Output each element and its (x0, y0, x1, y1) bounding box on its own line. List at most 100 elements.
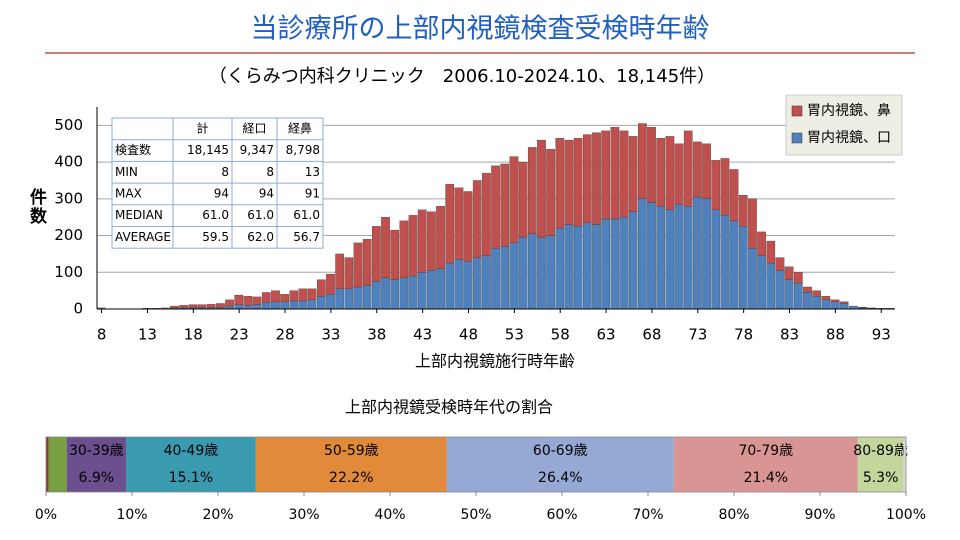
bar (427, 211, 436, 271)
x-tick-label: 30% (288, 507, 319, 523)
bar (702, 143, 711, 199)
bar (573, 226, 583, 310)
x-tick-label: 70% (632, 507, 663, 523)
bar (436, 268, 445, 310)
bar (738, 194, 748, 227)
segment (857, 437, 904, 492)
x-tick-label: 8 (97, 326, 107, 344)
bar (482, 255, 491, 310)
bar (518, 161, 528, 238)
y-tick-label: 400 (54, 153, 83, 171)
bar (454, 259, 464, 310)
bar (381, 277, 390, 310)
bar (243, 295, 253, 306)
segment-value: 5.3% (863, 470, 899, 486)
bar (463, 191, 473, 262)
bar (647, 127, 656, 203)
x-tick-label: 68 (642, 326, 661, 344)
bar (261, 302, 271, 310)
bar (638, 123, 647, 199)
bar (445, 183, 455, 264)
bar (757, 231, 766, 256)
bar (546, 235, 555, 310)
x-tick-label: 50% (460, 507, 491, 523)
bar (390, 279, 400, 310)
bar (280, 301, 289, 310)
bar (399, 220, 409, 278)
bar (408, 275, 418, 310)
bar (353, 242, 363, 288)
bar (234, 294, 244, 305)
bar (729, 169, 739, 222)
bar (454, 187, 464, 260)
bar (748, 198, 757, 249)
bar (546, 149, 555, 236)
bar (812, 290, 821, 297)
table-cell: 91 (305, 186, 320, 200)
segment-value: 21.4% (744, 470, 788, 486)
table-cell: 13 (305, 165, 320, 179)
table-cell: 61.0 (293, 208, 320, 222)
bar (243, 305, 253, 310)
bar (500, 163, 510, 247)
y-tick-label: 200 (54, 226, 83, 244)
bar (372, 226, 381, 282)
bar (592, 132, 601, 225)
table-cell: 59.5 (202, 230, 229, 244)
bar (674, 143, 684, 205)
x-tick-label: 93 (872, 326, 891, 344)
bar (417, 209, 427, 273)
bar (793, 272, 803, 284)
bar (729, 220, 739, 310)
bar (500, 246, 510, 310)
bar (564, 224, 574, 310)
segment (66, 437, 126, 492)
bar (628, 136, 638, 212)
bar (821, 299, 831, 310)
bar (601, 218, 611, 310)
bar (683, 206, 693, 310)
x-tick-label: 10% (116, 507, 147, 523)
x-tick-label: 90% (804, 507, 835, 523)
bar (206, 304, 216, 308)
bar (298, 300, 308, 310)
segment-label: 70-79歳 (738, 443, 793, 459)
x-tick-label: 73 (688, 326, 707, 344)
x-tick-label: 78 (734, 326, 753, 344)
table-cell: 61.0 (202, 208, 229, 222)
legend-label: 胃内視鏡、鼻 (807, 102, 891, 119)
bar (601, 130, 611, 220)
bar (362, 239, 372, 286)
bar (326, 294, 335, 310)
bar (573, 138, 583, 227)
x-tick-label: 48 (459, 326, 478, 344)
table-header: 経鼻 (288, 120, 312, 135)
y-axis-label: 件数 (26, 187, 47, 226)
bar (463, 261, 473, 310)
x-tick-label: 18 (184, 326, 203, 344)
bar (656, 138, 666, 207)
bar (316, 295, 326, 310)
bar (711, 209, 721, 310)
bar (335, 253, 345, 289)
x-tick-label: 38 (367, 326, 386, 344)
bar (839, 301, 849, 304)
legend-swatch (791, 132, 803, 144)
bar (234, 304, 244, 310)
bar (436, 206, 445, 269)
bar (252, 296, 262, 305)
bar (527, 147, 537, 234)
bar (261, 292, 271, 303)
table-cell: 8 (221, 165, 229, 179)
y-tick-label: 0 (73, 300, 83, 318)
bar (197, 304, 207, 308)
bar (693, 196, 702, 310)
bar (748, 248, 757, 310)
table-cell: 61.0 (247, 208, 274, 222)
table-cell: MEDIAN (115, 208, 163, 222)
segment (446, 437, 674, 492)
table-cell: AVERAGE (115, 230, 171, 244)
bar (582, 222, 592, 310)
bar (509, 156, 519, 244)
bar (711, 160, 721, 210)
